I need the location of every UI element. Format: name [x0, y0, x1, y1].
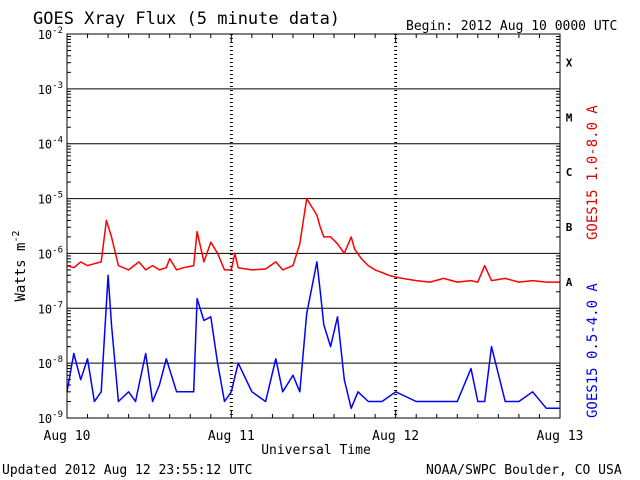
x-tick-label: Aug 10 — [44, 429, 91, 444]
x-tick-label: Aug 11 — [208, 429, 255, 444]
y-tick-label: 10-2 — [38, 26, 63, 42]
x-tick-label: Aug 13 — [537, 429, 584, 444]
flare-class-B: B — [566, 221, 573, 234]
x-tick-labels: Aug 10 Aug 11 Aug 12 Aug 13 — [44, 429, 584, 444]
y-tick-label: 10-4 — [38, 136, 63, 152]
y-tick-labels: 10-9 10-8 10-7 10-6 10-5 10-4 10-3 10-2 — [38, 26, 63, 426]
flare-class-C: C — [566, 166, 573, 179]
y-tick-label: 10-7 — [38, 300, 63, 316]
legend-red-label: GOES15 1.0-8.0 A — [585, 105, 601, 240]
y-tick-label: 10-5 — [38, 191, 63, 207]
credit-label: NOAA/SWPC Boulder, CO USA — [426, 463, 622, 478]
x-axis-label: Universal Time — [261, 443, 371, 458]
begin-label: Begin: 2012 Aug 10 0000 UTC — [406, 19, 617, 34]
y-tick-label: 10-6 — [38, 245, 63, 261]
series-goes15-long-line — [66, 197, 560, 283]
flare-class-X: X — [566, 56, 573, 69]
legend-blue-label: GOES15 0.5-4.0 A — [585, 283, 601, 418]
updated-label: Updated 2012 Aug 12 23:55:12 UTC — [2, 463, 252, 478]
y-axis-label: Watts m-2 — [11, 230, 29, 301]
gridlines — [66, 34, 561, 418]
flare-class-A: A — [566, 276, 573, 289]
plot-frame — [66, 33, 561, 419]
series-goes15-short-line — [66, 261, 560, 410]
y-tick-label: 10-9 — [38, 410, 63, 426]
svg-text:Watts m-2: Watts m-2 — [11, 230, 29, 301]
flare-class-labels: A B C M X — [566, 56, 573, 288]
chart-title: GOES Xray Flux (5 minute data) — [33, 9, 340, 29]
series-lines — [66, 197, 560, 410]
y-tick-label: 10-8 — [38, 355, 63, 371]
flare-class-M: M — [566, 111, 573, 124]
x-tick-label: Aug 12 — [372, 429, 419, 444]
y-tick-label: 10-3 — [38, 81, 63, 97]
